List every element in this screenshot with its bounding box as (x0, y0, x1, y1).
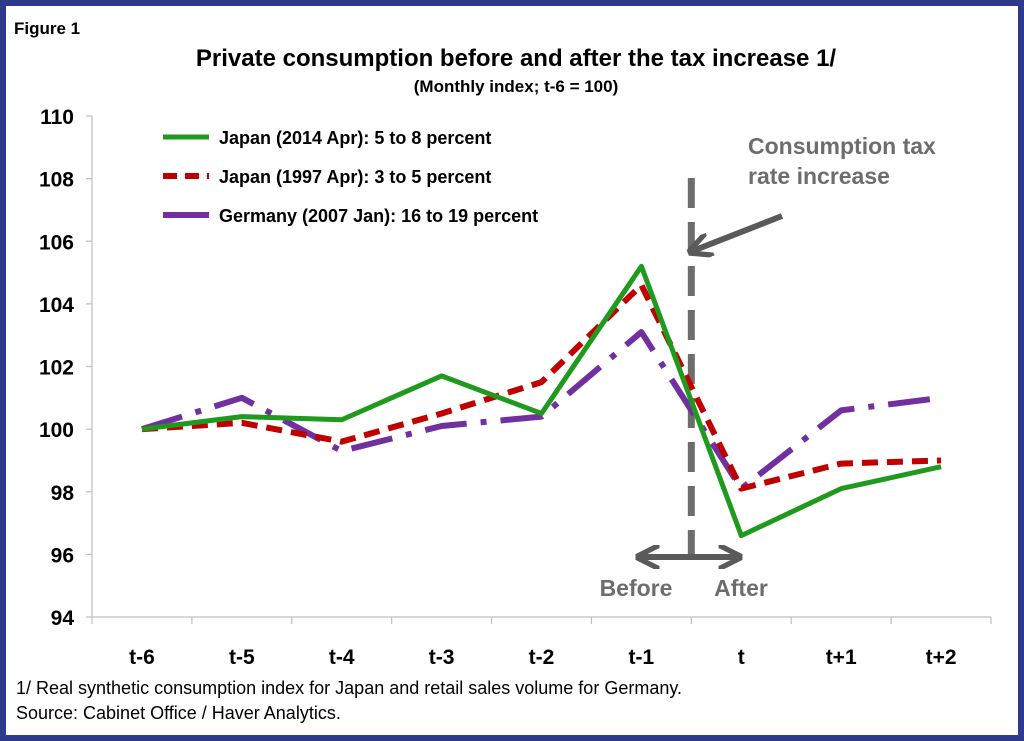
annotation-tax-line-2: rate increase (748, 163, 890, 189)
y-tick-label: 108 (39, 169, 74, 192)
x-tick-label: t-2 (529, 646, 555, 669)
source-note: Source: Cabinet Office / Haver Analytics… (16, 703, 341, 723)
x-axis: t-6 t-5 t-4 t-3 t-2 t-1 t t+1 t+2 (91, 617, 992, 669)
annotation-before: Before (600, 575, 673, 601)
line-chart: Figure 1 Private consumption before and … (14, 19, 992, 723)
y-tick-label: 94 (51, 607, 75, 630)
chart-frame: Figure 1 Private consumption before and … (6, 6, 1018, 735)
annotation-tax-line-1: Consumption tax (748, 133, 936, 159)
x-tick-label: t+2 (926, 646, 957, 669)
series-line-3 (141, 329, 942, 492)
y-tick-label: 110 (40, 106, 74, 129)
tax-arrow-icon (690, 213, 784, 252)
x-tick-label: t+1 (826, 646, 857, 669)
chart-title: Private consumption before and after the… (196, 45, 837, 72)
x-tick-label: t-5 (229, 646, 255, 669)
x-tick-label: t-6 (129, 646, 155, 669)
y-tick-label: 100 (39, 419, 74, 442)
x-tick-label: t-3 (429, 646, 455, 669)
x-tick-label: t-1 (629, 646, 655, 669)
y-tick-label: 106 (39, 231, 74, 254)
series-line-2 (141, 282, 942, 492)
y-tick-label: 102 (39, 357, 74, 380)
chart-subtitle: (Monthly index; t-6 = 100) (414, 77, 619, 96)
legend-item-label: Germany (2007 Jan): 16 to 19 percent (219, 206, 538, 226)
legend-item-label: Japan (2014 Apr): 5 to 8 percent (219, 128, 491, 148)
series-lines (141, 263, 942, 539)
y-axis: 94 96 98 100 102 104 106 108 110 (39, 106, 92, 630)
x-tick-label: t (738, 646, 745, 669)
legend: Japan (2014 Apr): 5 to 8 percent Japan (1… (163, 128, 538, 226)
footnote: 1/ Real synthetic consumption index for … (16, 678, 682, 698)
annotation-after: After (714, 575, 768, 601)
y-tick-label: 98 (51, 482, 75, 505)
series-line-1 (141, 263, 942, 539)
x-tick-label: t-4 (329, 646, 355, 669)
y-tick-label: 104 (39, 294, 74, 317)
y-tick-label: 96 (51, 544, 74, 567)
figure-label: Figure 1 (14, 19, 80, 38)
legend-item-label: Japan (1997 Apr): 3 to 5 percent (219, 167, 491, 187)
